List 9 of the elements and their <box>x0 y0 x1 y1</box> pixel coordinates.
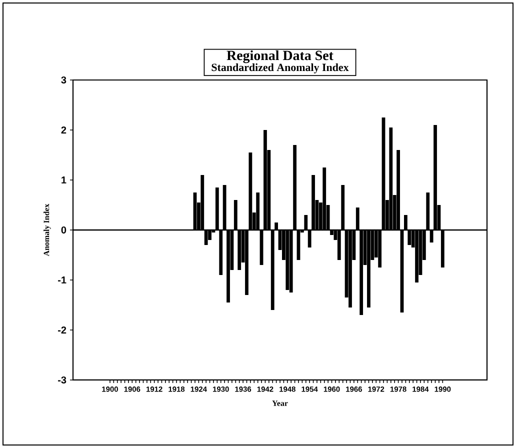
y-tick-label: -2 <box>58 326 66 334</box>
y-tick-label: 1 <box>62 176 66 184</box>
y-tick-label: -3 <box>58 376 66 384</box>
chart-title: Regional Data Set <box>226 50 334 64</box>
y-tick-label: -1 <box>58 276 66 284</box>
y-tick-label: 2 <box>61 126 66 134</box>
chart-subtitle: Standardized Anomaly Index <box>212 63 349 74</box>
y-tick-label: 0 <box>61 226 66 234</box>
y-tick-label: 3 <box>61 76 66 84</box>
